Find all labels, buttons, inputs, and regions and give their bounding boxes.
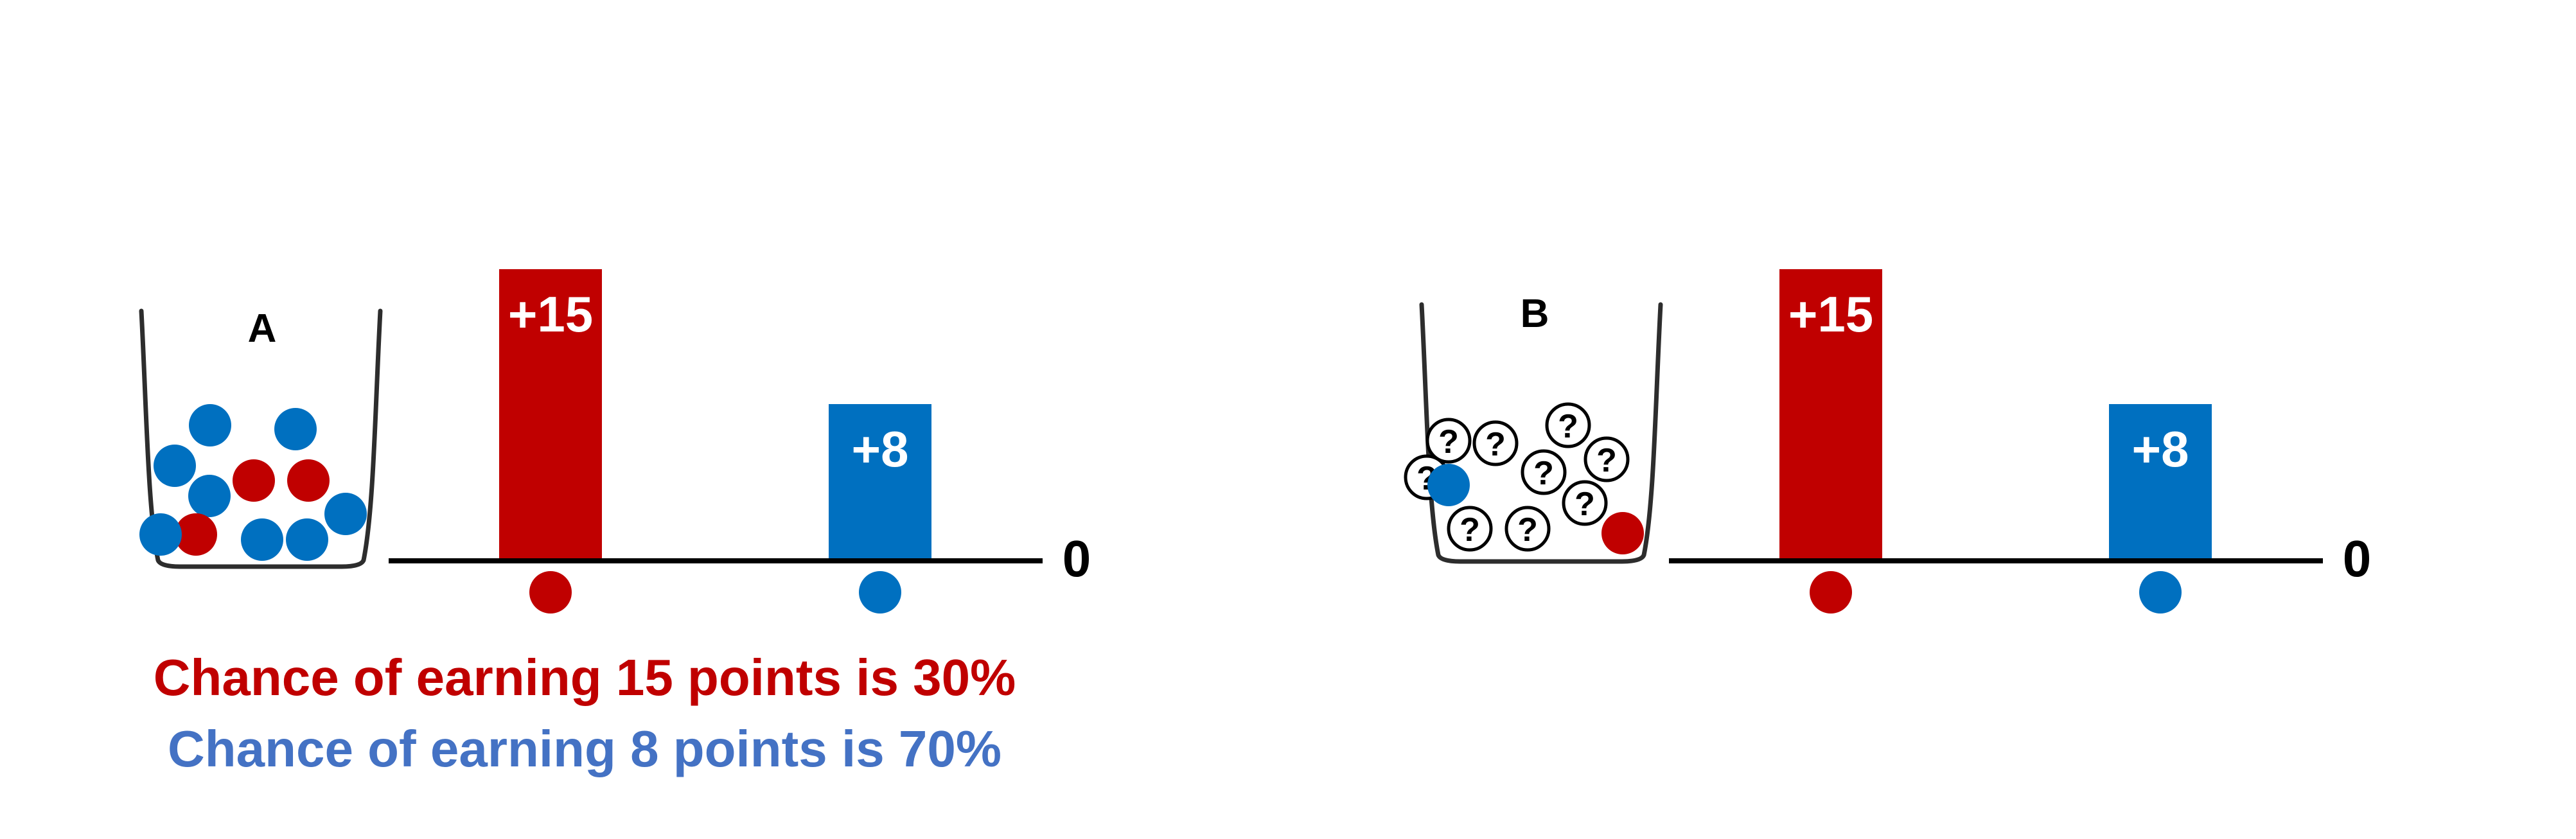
unknown-ball-circle [1584,436,1630,482]
urn-ball-blue [241,518,283,561]
unknown-ball-circle [1472,420,1519,466]
unknown-ball-circle [1447,506,1493,552]
zero-label: 0 [2343,530,2372,587]
unknown-ball-circle [1504,506,1551,552]
caption-line: Chance of earning 15 points is 30% [154,649,1016,706]
urn-ball-blue [154,445,196,487]
question-mark: ? [1596,442,1617,479]
urn-ball-blue [189,404,231,446]
unknown-ball-circle [1545,402,1591,448]
zero-label: 0 [1063,530,1091,587]
panel-b: B??????? ??0+15+8 [1404,269,2372,614]
bar-15 [1779,269,1882,558]
bar-label: +8 [2132,421,2189,477]
question-mark: ? [1438,423,1459,461]
unknown-ball: ? [1447,506,1493,552]
unknown-ball-circle [1425,418,1472,464]
unknown-ball: ? [1521,449,1567,495]
unknown-ball: ? [1472,420,1519,466]
unknown-ball: ? [1545,402,1591,448]
bar-label: +15 [508,286,593,342]
urn-ball-blue [286,518,328,561]
question-mark: ? [1460,511,1480,549]
urn-ball-red [287,459,330,502]
question-mark: ? [1575,486,1595,523]
urn-ball-blue [1427,464,1470,506]
bar-label: +15 [1788,286,1873,342]
urn-ball-blue [139,513,182,556]
unknown-ball-circle [1562,480,1608,526]
unknown-ball: ? [1425,418,1472,464]
bar-8 [829,404,931,558]
outcome-marker-blue [2139,571,2182,614]
bar-8 [2109,404,2212,558]
caption-line: Chance of earning 8 points is 70% [168,720,1001,777]
bar-15 [499,269,602,558]
panel-a: A 0 +15 +8 Chance of earning 15 points is 30… [139,269,1091,777]
urn-ball-red [233,459,275,502]
outcome-marker-blue [859,571,901,614]
urn-label: B [1521,292,1549,336]
question-mark: ? [1558,408,1578,445]
question-mark: ? [1533,455,1554,492]
unknown-ball: ? [1562,480,1608,526]
urn-ball-red [1601,512,1644,554]
urn-ball-blue [324,493,367,535]
unknown-ball: ? [1504,506,1551,552]
unknown-ball-circle [1521,449,1567,495]
question-mark: ? [1517,511,1538,549]
outcome-marker-red [1810,571,1852,614]
urn [139,308,383,569]
urn-ball-blue [274,408,317,450]
urn-ball-red [175,513,217,556]
outcome-marker-red [529,571,572,614]
unknown-ball: ? [1584,436,1630,482]
question-mark: ? [1485,426,1506,463]
urn-label: A [248,306,277,351]
urn-ball-blue [188,475,231,517]
bar-label: +8 [852,421,909,477]
